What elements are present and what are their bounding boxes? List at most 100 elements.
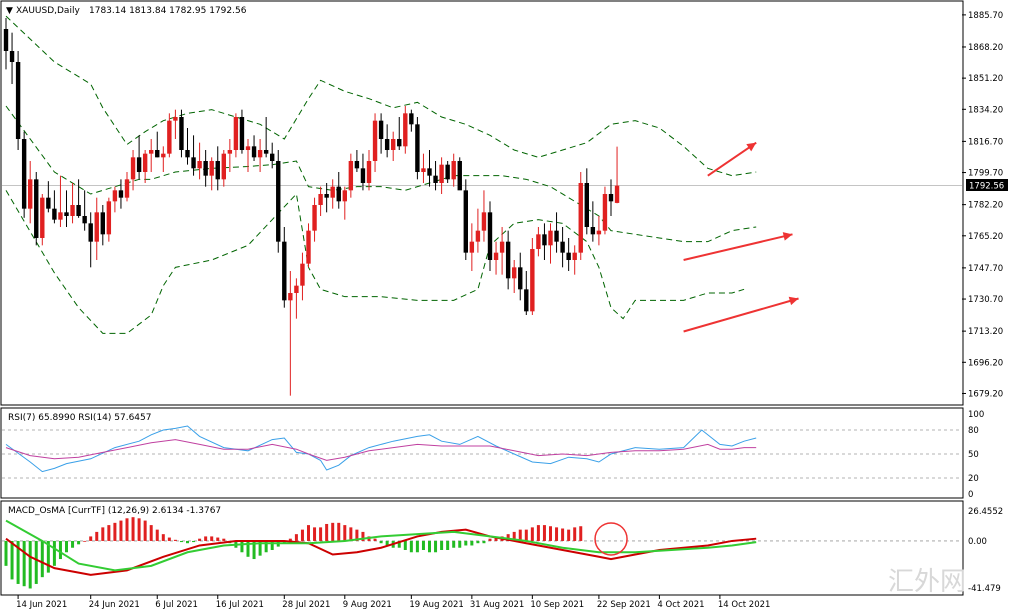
rsi-tick-label: 50 [968,450,979,460]
osma-bar [252,540,256,560]
candle-body [149,150,154,154]
osma-bar [192,540,196,543]
osma-bar [161,534,165,541]
price-tick-label: 1696.20 [968,358,1003,368]
macd-panel[interactable] [0,500,964,596]
candle-body [578,183,583,253]
candle-body [366,161,372,183]
candle-body [239,117,245,150]
price-panel-title: XAUUSD,Daily [16,6,80,16]
rsi-line-rsi14 [5,439,757,461]
price-tick-label: 1679.20 [968,389,1003,399]
date-tick-label: 9 Aug 2021 [343,600,392,610]
candle-body [28,179,33,209]
osma-bar [198,538,202,541]
bollinger-lower-band [5,190,745,334]
price-panel[interactable] [0,0,964,406]
osma-bar [143,520,147,541]
candle-body [391,139,396,150]
candle-body [82,216,87,224]
osma-bar [282,540,286,544]
candle-body [554,230,559,242]
osma-bar [464,540,468,546]
candle-body [560,241,565,253]
candle-body [372,120,378,161]
candle-body [221,153,226,180]
osma-bar [300,529,304,541]
osma-bar [307,525,310,541]
osma-bar [319,527,323,541]
candle-body [100,212,105,235]
osma-bar [337,522,341,541]
price-tick-label: 1765.20 [968,232,1003,242]
osma-bar [258,540,262,556]
candle-body [469,241,475,253]
candle-body [596,230,602,235]
bollinger-upper-band [5,15,757,177]
osma-bar [409,540,413,553]
candle-body [3,29,9,51]
candle-body [518,267,523,290]
candle-body [263,150,269,154]
osma-bar [518,529,522,541]
candle-body [451,161,456,180]
candle-body [590,227,596,235]
candle-body [88,223,93,242]
candle-body [203,161,208,176]
osma-bar [22,540,26,587]
osma-bar [355,529,359,541]
osma-bar [415,540,419,553]
candle-body [542,234,547,246]
candle-body [46,197,51,209]
osma-bar [379,540,383,544]
osma-bar [71,540,75,548]
osma-bar [542,525,546,541]
osma-bar [179,540,183,543]
candle-body [312,205,317,231]
osma-bar [421,540,425,550]
candle-body [487,212,493,260]
candle-body [421,168,426,172]
osma-bar [65,540,68,553]
osma-bar [403,540,407,550]
osma-bar [270,540,274,550]
candle-body [106,201,112,235]
price-tick-label: 1885.70 [968,11,1003,21]
candle-body [233,117,239,150]
rsi-tick-label: 20 [968,474,979,484]
osma-bar [343,525,347,541]
candle-body [276,161,281,242]
osma-bar [440,540,444,550]
candle-body [136,157,142,172]
candle-body [548,230,553,246]
price-marker-box [966,179,1008,191]
osma-bar [446,540,450,550]
candle-body [536,234,541,249]
candle-body [608,194,614,202]
date-tick-label: 28 Jul 2021 [282,600,330,610]
candle-body [318,194,323,205]
price-tick-label: 1730.70 [968,295,1003,305]
candle-body [76,205,81,216]
ohlc-label: 1783.14 1813.84 1782.95 1792.56 [89,6,247,16]
candle-body [324,194,329,198]
osma-bar [494,537,498,541]
chart-menu-arrow-icon[interactable]: ▼ [6,6,13,16]
osma-bar [107,525,111,541]
candle-body [463,190,468,253]
price-tick-label: 1799.70 [968,169,1003,179]
osma-bar [561,528,565,541]
candle-body [270,153,275,161]
candle-body [209,161,214,176]
date-tick-label: 19 Aug 2021 [409,600,463,610]
candle-body [354,161,360,169]
osma-bar [155,529,159,541]
candle-body [384,139,390,150]
rsi-panel[interactable] [0,407,964,499]
osma-bar [52,540,56,566]
osma-bar [4,540,8,566]
price-tick-label: 1868.20 [968,43,1003,53]
candle-body [457,161,462,191]
candle-body [70,205,75,216]
candle-body [505,241,511,279]
